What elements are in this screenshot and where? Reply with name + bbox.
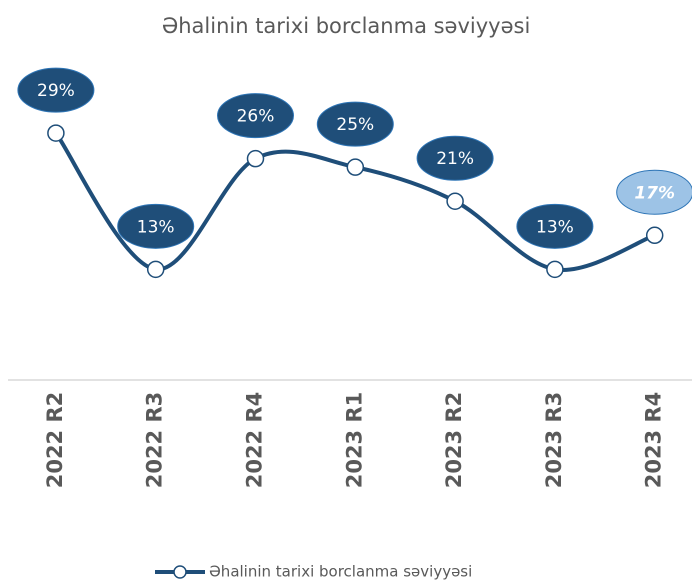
data-label: 17% xyxy=(634,183,675,203)
data-label: 13% xyxy=(137,217,175,237)
label-bubble xyxy=(17,67,95,113)
label-bubble xyxy=(316,101,394,147)
data-label: 13% xyxy=(536,217,574,237)
marker xyxy=(446,192,464,210)
marker xyxy=(146,260,165,279)
marker xyxy=(546,260,564,279)
x-tick-label: 2022 R4 xyxy=(243,392,267,489)
marker xyxy=(246,149,265,168)
marker xyxy=(346,158,365,176)
legend-marker xyxy=(173,565,187,579)
x-tick-label: 2022 R3 xyxy=(143,392,167,489)
data-label: 26% xyxy=(237,107,275,127)
legend-label: Əhalinin tarixi borclanma səviyyəsi xyxy=(209,563,472,581)
data-label: 29% xyxy=(37,81,75,101)
label-bubble xyxy=(516,203,594,249)
data-label: 25% xyxy=(336,115,374,135)
label-bubble xyxy=(117,203,195,249)
label-bubble xyxy=(616,169,692,215)
data-label: 21% xyxy=(436,149,474,169)
x-tick-label: 2023 R4 xyxy=(642,392,666,489)
marker xyxy=(645,226,664,245)
marker xyxy=(47,124,65,142)
line xyxy=(54,131,656,272)
x-tick-label: 2023 R1 xyxy=(342,392,366,489)
x-tick-label: 2023 R3 xyxy=(542,392,566,489)
x-tick-label: 2022 R2 xyxy=(43,392,67,489)
label-bubble xyxy=(416,135,494,181)
chart-title: Əhalinin tarixi borclanma səviyyəsi xyxy=(162,14,531,38)
label-bubble xyxy=(217,93,294,139)
x-tick-label: 2023 R2 xyxy=(442,392,466,489)
